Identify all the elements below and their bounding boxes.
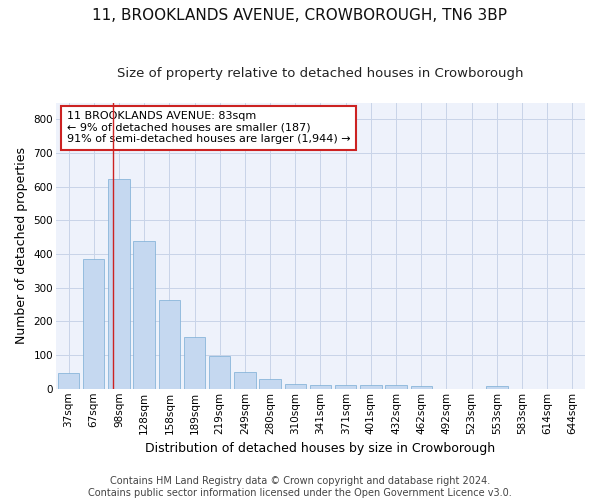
Bar — [335, 384, 356, 389]
Bar — [360, 386, 382, 389]
Bar — [385, 386, 407, 389]
Bar — [310, 386, 331, 389]
Bar — [108, 180, 130, 389]
Bar — [184, 336, 205, 389]
Bar — [259, 378, 281, 389]
Bar — [133, 240, 155, 389]
Bar — [209, 356, 230, 389]
Bar — [58, 373, 79, 389]
Text: 11 BROOKLANDS AVENUE: 83sqm
← 9% of detached houses are smaller (187)
91% of sem: 11 BROOKLANDS AVENUE: 83sqm ← 9% of deta… — [67, 111, 350, 144]
X-axis label: Distribution of detached houses by size in Crowborough: Distribution of detached houses by size … — [145, 442, 496, 455]
Text: 11, BROOKLANDS AVENUE, CROWBOROUGH, TN6 3BP: 11, BROOKLANDS AVENUE, CROWBOROUGH, TN6 … — [92, 8, 508, 22]
Bar — [284, 384, 306, 389]
Bar — [158, 300, 180, 389]
Bar — [410, 386, 432, 389]
Bar — [83, 259, 104, 389]
Bar — [486, 386, 508, 389]
Text: Contains HM Land Registry data © Crown copyright and database right 2024.
Contai: Contains HM Land Registry data © Crown c… — [88, 476, 512, 498]
Y-axis label: Number of detached properties: Number of detached properties — [15, 147, 28, 344]
Bar — [234, 372, 256, 389]
Title: Size of property relative to detached houses in Crowborough: Size of property relative to detached ho… — [117, 68, 524, 80]
